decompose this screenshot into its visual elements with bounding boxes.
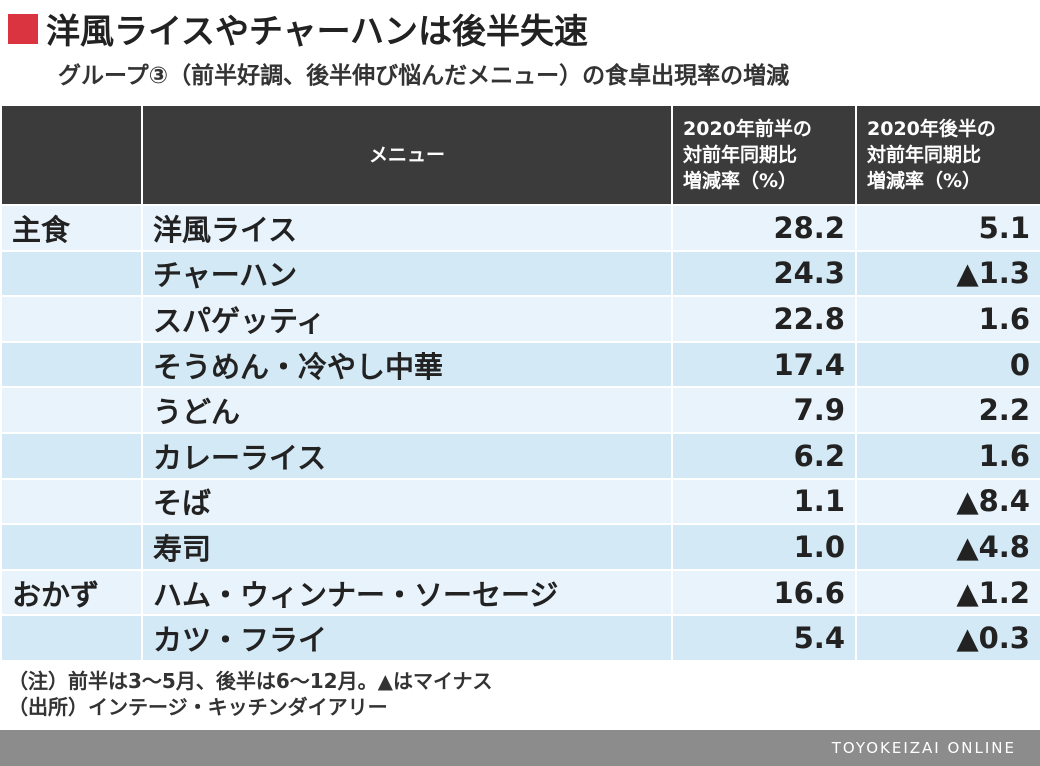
value-cell: 2.2 bbox=[855, 386, 1040, 434]
menu-cell: カレーライス bbox=[141, 431, 673, 480]
table-row: カツ・フライ 5.4 ▲0.3 bbox=[0, 614, 1040, 662]
value-cell: 1.1 bbox=[671, 477, 857, 526]
table-row: チャーハン 24.3 ▲1.3 bbox=[0, 249, 1040, 298]
menu-cell: 寿司 bbox=[141, 523, 673, 571]
value-cell: ▲4.8 bbox=[855, 523, 1040, 571]
group-cell bbox=[0, 431, 143, 480]
value-cell: 1.6 bbox=[855, 431, 1040, 480]
header-cell bbox=[0, 104, 143, 206]
table-row: おかず ハム・ウィンナー・ソーセージ 16.6 ▲1.2 bbox=[0, 568, 1040, 617]
value-cell: 5.1 bbox=[855, 204, 1040, 252]
title-block: 洋風ライスやチャーハンは後半失速 bbox=[8, 4, 588, 53]
value-cell: 28.2 bbox=[671, 204, 857, 252]
menu-cell: スパゲッティ bbox=[141, 295, 673, 343]
value-cell: 5.4 bbox=[671, 614, 857, 662]
table-row: カレーライス 6.2 1.6 bbox=[0, 431, 1040, 480]
menu-cell: そうめん・冷やし中華 bbox=[141, 340, 673, 389]
value-cell: 17.4 bbox=[671, 340, 857, 389]
header-cell: 2020年後半の 対前年同期比 増減率（%） bbox=[855, 104, 1040, 206]
header-line: 2020年後半の bbox=[867, 118, 996, 140]
menu-cell: そば bbox=[141, 477, 673, 526]
group-cell bbox=[0, 477, 143, 526]
value-cell: 0 bbox=[855, 340, 1040, 389]
value-cell: ▲1.3 bbox=[855, 249, 1040, 298]
table-row: そうめん・冷やし中華 17.4 0 bbox=[0, 340, 1040, 389]
value-cell: 22.8 bbox=[671, 295, 857, 343]
header-row: メニュー 2020年前半の 対前年同期比 増減率（%） 2020年後半の 対前年同期比 増減… bbox=[0, 104, 1040, 206]
group-cell bbox=[0, 614, 143, 662]
menu-cell: ハム・ウィンナー・ソーセージ bbox=[141, 568, 673, 617]
menu-cell: チャーハン bbox=[141, 249, 673, 298]
group-cell: 主食 bbox=[0, 204, 143, 252]
value-cell: ▲1.2 bbox=[855, 568, 1040, 617]
table-row: 主食 洋風ライス 28.2 5.1 bbox=[0, 204, 1040, 252]
note: （出所）インテージ・キッチンダイアリー bbox=[8, 695, 388, 719]
value-cell: 1.0 bbox=[671, 523, 857, 571]
group-cell bbox=[0, 523, 143, 571]
group-cell bbox=[0, 386, 143, 434]
subtitle: グループ③（前半好調、後半伸び悩んだメニュー）の食卓出現率の増減 bbox=[58, 63, 790, 89]
title: 洋風ライスやチャーハンは後半失速 bbox=[46, 12, 588, 52]
header-cell: メニュー bbox=[141, 104, 673, 206]
table-row: うどん 7.9 2.2 bbox=[0, 386, 1040, 434]
group-cell: おかず bbox=[0, 568, 143, 617]
title-marker bbox=[8, 13, 38, 44]
footer: TOYOKEIZAI ONLINE bbox=[0, 730, 1040, 766]
table-row: そば 1.1 ▲8.4 bbox=[0, 477, 1040, 526]
table: メニュー 2020年前半の 対前年同期比 増減率（%） 2020年後半の 対前年同期比 増減… bbox=[0, 104, 1040, 662]
group-cell bbox=[0, 295, 143, 343]
header-cell: 2020年前半の 対前年同期比 増減率（%） bbox=[671, 104, 857, 206]
group-cell bbox=[0, 249, 143, 298]
header-line: 対前年同期比 bbox=[867, 144, 982, 166]
value-cell: 24.3 bbox=[671, 249, 857, 298]
header-line: 対前年同期比 bbox=[683, 144, 798, 166]
value-cell: ▲0.3 bbox=[855, 614, 1040, 662]
menu-cell: カツ・フライ bbox=[141, 614, 673, 662]
table-row: スパゲッティ 22.8 1.6 bbox=[0, 295, 1040, 343]
value-cell: 1.6 bbox=[855, 295, 1040, 343]
value-cell: ▲8.4 bbox=[855, 477, 1040, 526]
group-cell bbox=[0, 340, 143, 389]
value-cell: 7.9 bbox=[671, 386, 857, 434]
menu-cell: うどん bbox=[141, 386, 673, 434]
note: （注）前半は3～5月、後半は6～12月。▲はマイナス bbox=[8, 669, 493, 693]
header-line: 増減率（%） bbox=[867, 170, 982, 192]
value-cell: 6.2 bbox=[671, 431, 857, 480]
value-cell: 16.6 bbox=[671, 568, 857, 617]
header-line: 2020年前半の bbox=[683, 118, 812, 140]
menu-cell: 洋風ライス bbox=[141, 204, 673, 252]
header-line: 増減率（%） bbox=[683, 170, 798, 192]
notes: （注）前半は3～5月、後半は6～12月。▲はマイナス （出所）インテージ・キッチン… bbox=[8, 668, 493, 720]
table-row: 寿司 1.0 ▲4.8 bbox=[0, 523, 1040, 571]
